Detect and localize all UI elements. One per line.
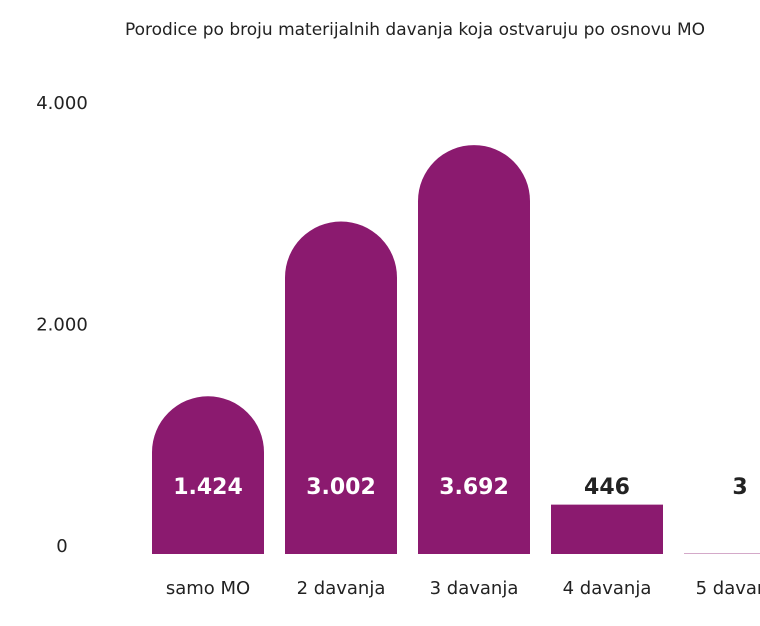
value-label: 3 <box>732 475 747 500</box>
bar <box>418 145 530 554</box>
value-label: 3.692 <box>439 475 509 500</box>
x-tick-label: 4 davanja <box>562 578 652 599</box>
x-tick-label: 5 davanja <box>695 578 760 599</box>
value-label: 446 <box>584 475 630 500</box>
value-label: 1.424 <box>173 475 243 500</box>
x-tick-label: samo MO <box>165 578 251 599</box>
y-tick-label: 2.000 <box>36 315 88 336</box>
y-tick-label: 4.000 <box>36 93 88 114</box>
bar <box>152 396 264 554</box>
x-tick-label: 2 davanja <box>296 578 386 599</box>
bar <box>551 504 663 554</box>
y-tick-label: 0 <box>56 536 67 557</box>
chart-title: Porodice po broju materijalnih davanja k… <box>125 20 705 40</box>
x-tick-label: 3 davanja <box>429 578 519 599</box>
value-label: 3.002 <box>306 475 376 500</box>
bar <box>285 221 397 555</box>
